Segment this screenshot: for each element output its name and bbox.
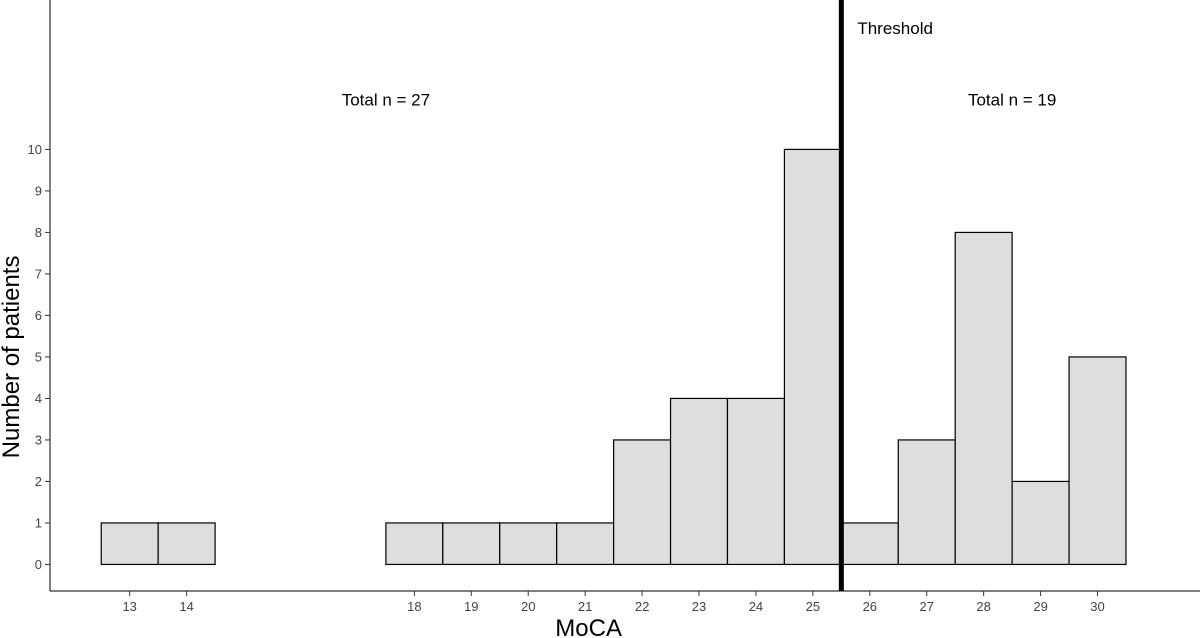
y-tick-label-10: 10	[28, 142, 42, 157]
y-tick-label-0: 0	[35, 557, 42, 572]
x-tick-label-23: 23	[692, 599, 706, 614]
y-tick-label-3: 3	[35, 432, 42, 447]
y-tick-label-9: 9	[35, 183, 42, 198]
bar-moca-27	[897, 439, 956, 566]
x-tick-label-22: 22	[635, 599, 649, 614]
bar-moca-18	[385, 522, 444, 566]
x-tick-label-25: 25	[806, 599, 820, 614]
x-tick-label-28: 28	[976, 599, 990, 614]
y-tick-label-8: 8	[35, 225, 42, 240]
x-tick-label-29: 29	[1033, 599, 1047, 614]
x-tick-label-27: 27	[919, 599, 933, 614]
bar-moca-21	[556, 522, 615, 566]
y-tick-label-1: 1	[35, 515, 42, 530]
x-tick-label-30: 30	[1090, 599, 1104, 614]
y-tick-label-4: 4	[35, 391, 42, 406]
bar-moca-20	[499, 522, 558, 566]
bar-moca-28	[954, 231, 1013, 566]
bars-layer	[100, 148, 1127, 566]
bar-moca-29	[1011, 480, 1070, 566]
bar-moca-24	[726, 397, 786, 566]
total-right-annotation: Total n = 19	[968, 91, 1056, 110]
y-tick-label-6: 6	[35, 308, 42, 323]
x-tick-label-20: 20	[521, 599, 535, 614]
threshold-label: Threshold	[857, 19, 933, 38]
x-tick-label-19: 19	[464, 599, 478, 614]
x-tick-label-21: 21	[578, 599, 592, 614]
x-axis-title: MoCA	[555, 615, 622, 638]
bar-moca-26	[840, 522, 899, 566]
x-tick-label-13: 13	[122, 599, 136, 614]
bar-moca-22	[613, 439, 672, 566]
bar-moca-23	[669, 397, 729, 566]
y-tick-label-2: 2	[35, 474, 42, 489]
y-tick-label-5: 5	[35, 349, 42, 364]
total-left-annotation: Total n = 27	[342, 91, 430, 110]
x-tick-label-18: 18	[407, 599, 421, 614]
x-tick-label-14: 14	[179, 599, 193, 614]
x-tick-label-26: 26	[863, 599, 877, 614]
y-tick-label-7: 7	[35, 266, 42, 281]
bar-moca-30	[1068, 356, 1127, 566]
bar-moca-14	[157, 522, 216, 566]
axes-layer	[49, 0, 1200, 592]
bar-moca-19	[442, 522, 501, 566]
y-axis-title: Number of patients	[0, 256, 25, 459]
x-tick-label-24: 24	[749, 599, 763, 614]
bar-moca-25	[783, 148, 842, 566]
bar-moca-13	[100, 522, 159, 566]
